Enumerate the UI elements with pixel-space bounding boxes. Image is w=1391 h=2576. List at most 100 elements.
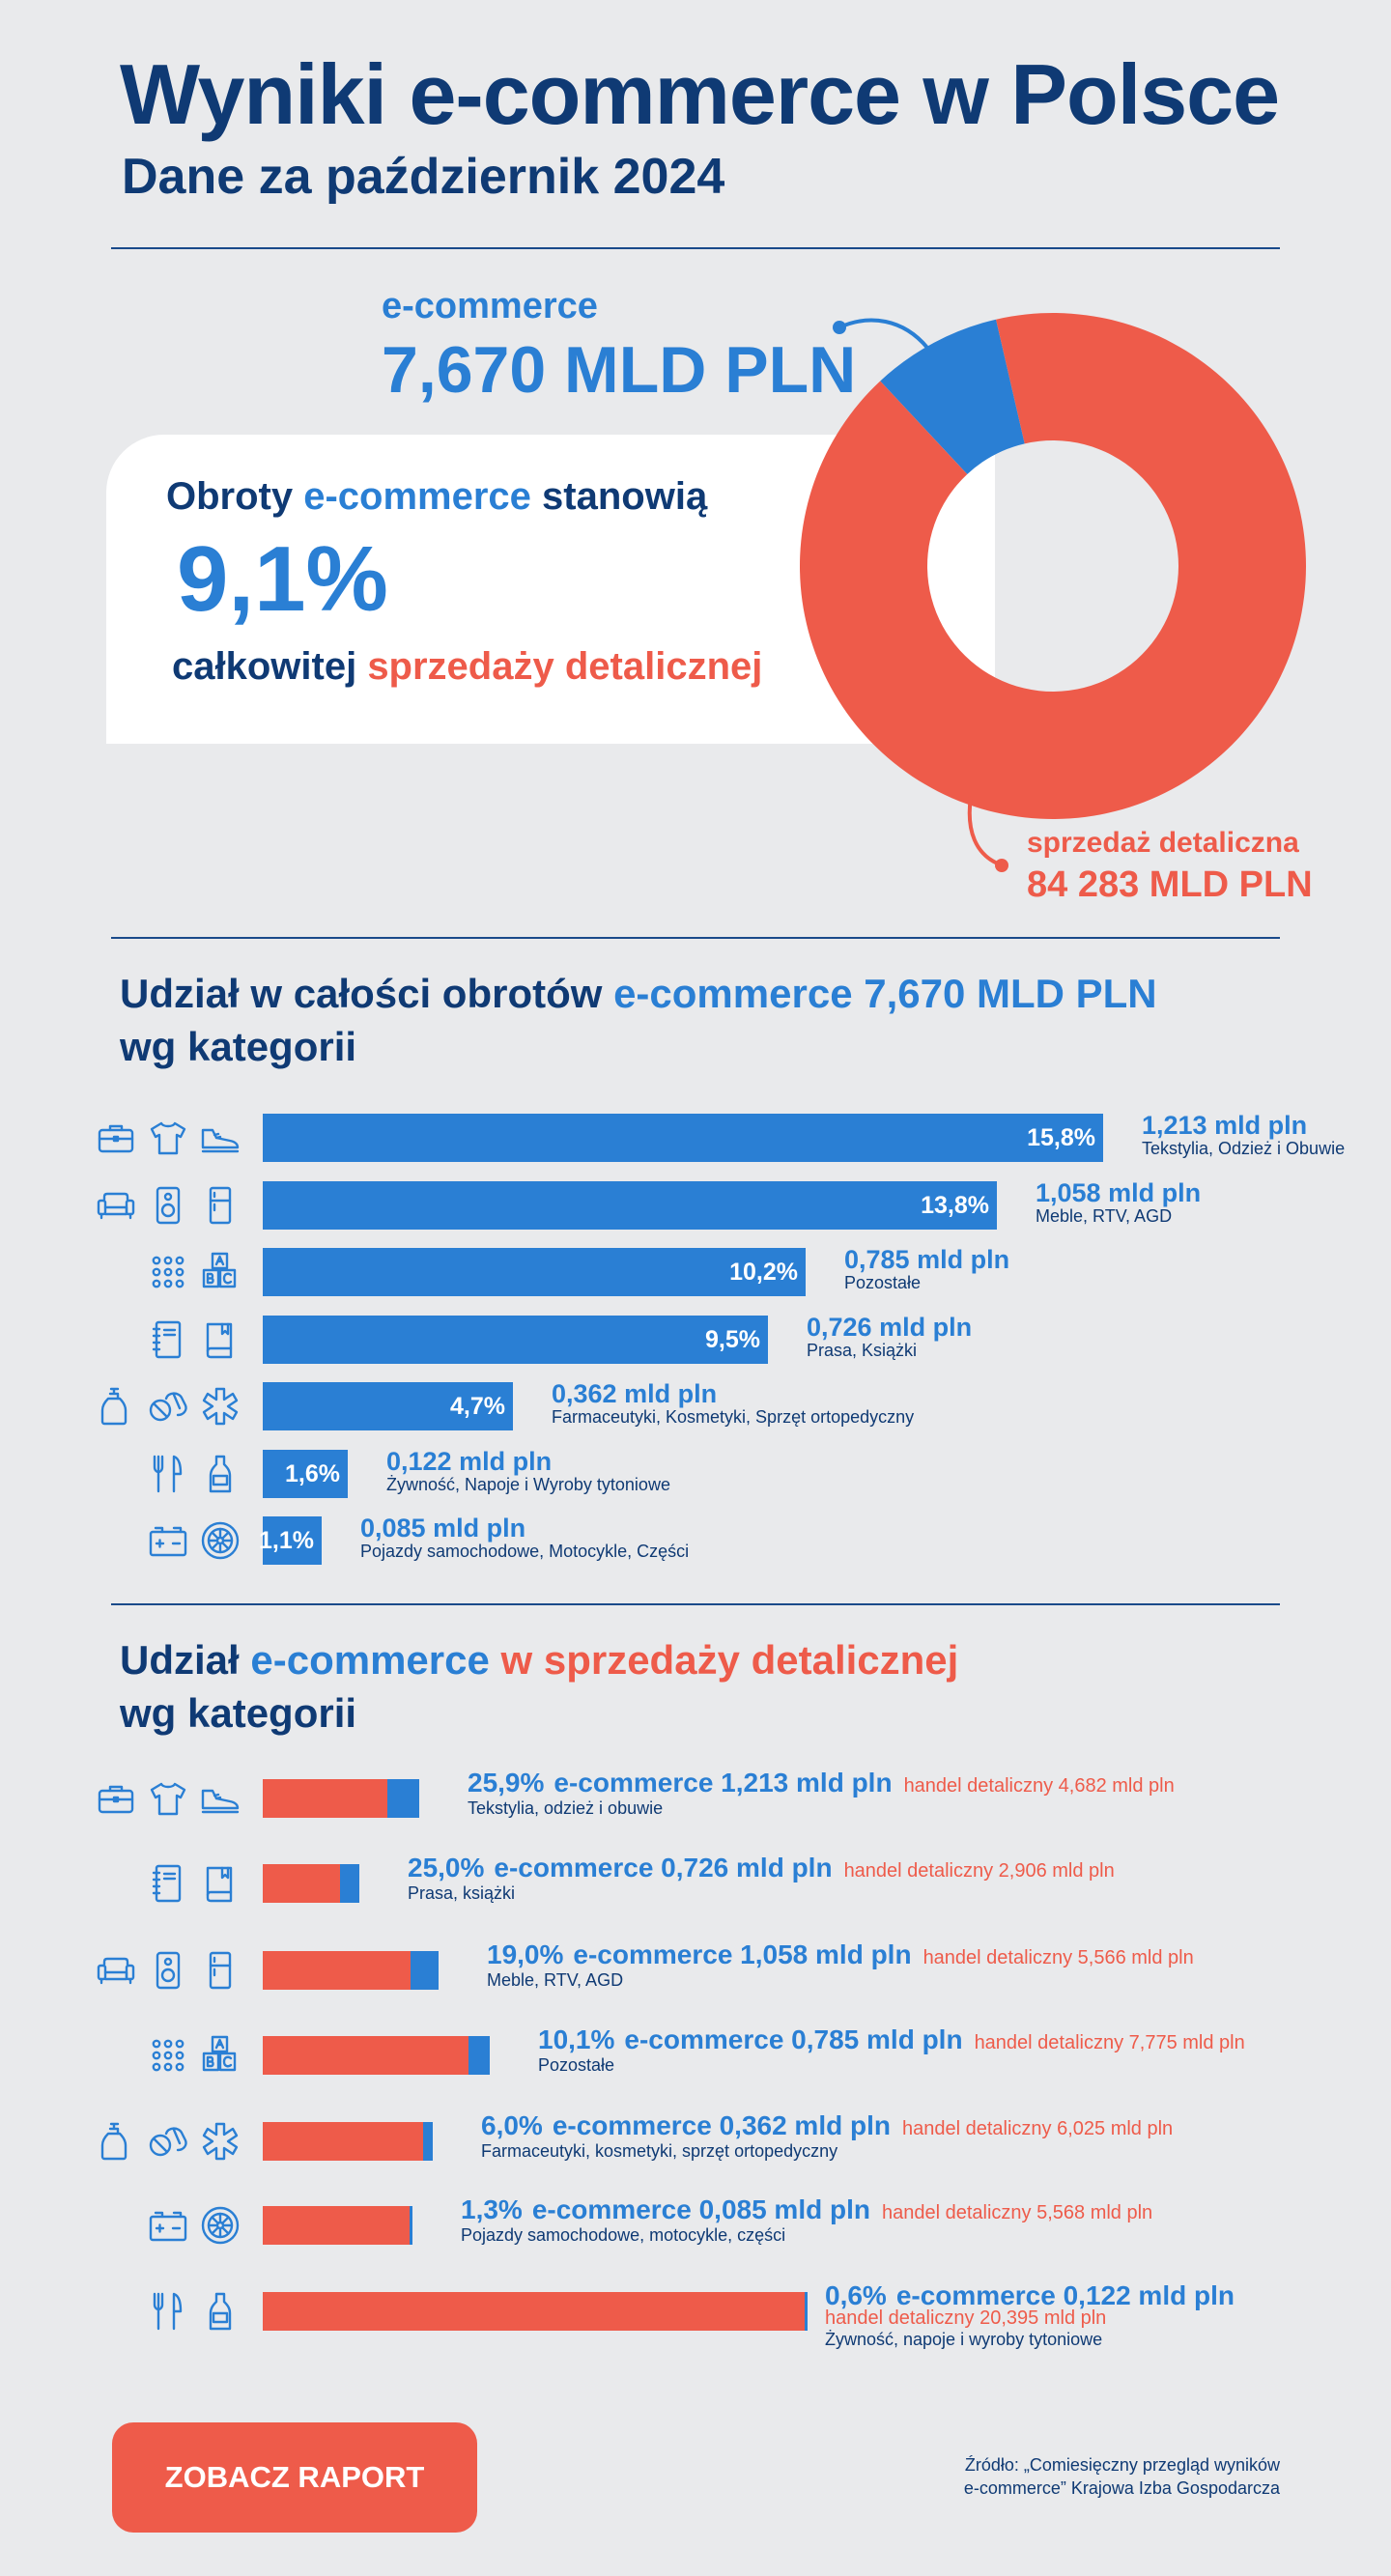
bar-value-label: 0,122 mld pln Żywność, Napoje i Wyroby ty… bbox=[386, 1446, 670, 1495]
stacked-bar bbox=[263, 2036, 490, 2075]
battery-icon bbox=[147, 2204, 189, 2247]
abc-blocks-icon bbox=[199, 2034, 241, 2077]
bar-amount: 0,785 mld pln bbox=[844, 1245, 1010, 1274]
retail-value: 84 283 MLD PLN bbox=[1027, 864, 1313, 905]
stacked-bar bbox=[263, 1779, 419, 1818]
section2-title-a: Udział bbox=[120, 1637, 251, 1683]
book-icon bbox=[199, 1318, 241, 1361]
bar-percent-label: 15,8% bbox=[1027, 1124, 1095, 1151]
share-text-d: całkowitej bbox=[172, 645, 368, 688]
book-icon bbox=[199, 1862, 241, 1905]
share-percent: 0,6% bbox=[825, 2280, 887, 2310]
share-percent: 10,1% bbox=[538, 2024, 615, 2054]
bar-amount: 0,726 mld pln bbox=[807, 1313, 973, 1342]
retail-amount: handel detaliczny 5,568 mld pln bbox=[881, 2202, 1153, 2223]
share-text-b: e-commerce bbox=[303, 475, 531, 518]
retail-segment bbox=[263, 1951, 411, 1990]
category-bar: 1,1% bbox=[259, 1516, 322, 1565]
donut-chart bbox=[799, 313, 1306, 820]
bar-percent-label: 10,2% bbox=[729, 1259, 798, 1286]
fridge-icon bbox=[199, 1949, 241, 1992]
ecommerce-amount: e-commerce 0,785 mld pln bbox=[624, 2024, 963, 2054]
share-percent: 19,0% bbox=[487, 1939, 564, 1969]
stacked-bar bbox=[263, 2292, 808, 2331]
retail-segment bbox=[263, 1779, 387, 1818]
pills-icon bbox=[147, 2120, 189, 2163]
category-bar: 15,8% bbox=[263, 1114, 1103, 1162]
share-category: Pojazdy samochodowe, motocykle, części bbox=[461, 2225, 786, 2245]
bar-percent-label: 13,8% bbox=[921, 1192, 989, 1219]
divider bbox=[111, 247, 1280, 249]
donut-slice-ecommerce bbox=[880, 319, 1025, 474]
share-text-line1: Obroty e-commerce stanowią bbox=[166, 475, 707, 519]
ecommerce-value: 7,670 MLD PLN bbox=[382, 333, 857, 407]
category-bar: 1,6% bbox=[263, 1450, 348, 1498]
share-category: Prasa, książki bbox=[408, 1883, 516, 1903]
view-report-button[interactable]: ZOBACZ RAPORT bbox=[112, 2422, 477, 2533]
share-category: Żywność, napoje i wyroby tytoniowe bbox=[825, 2330, 1103, 2349]
bar-value-label: 0,726 mld pln Prasa, Książki bbox=[807, 1312, 972, 1361]
stacked-bar bbox=[263, 2206, 412, 2245]
share-category: Pozostałe bbox=[538, 2055, 615, 2075]
ecommerce-segment bbox=[468, 2036, 490, 2075]
bar-amount: 0,362 mld pln bbox=[552, 1379, 718, 1408]
ecommerce-amount: e-commerce 0,085 mld pln bbox=[531, 2194, 870, 2224]
ecommerce-leader-line bbox=[833, 318, 929, 350]
sofa-icon bbox=[95, 1949, 137, 1992]
fork-knife-icon bbox=[147, 1453, 189, 1495]
retail-segment bbox=[263, 2036, 468, 2075]
ecommerce-amount: e-commerce 0,362 mld pln bbox=[552, 2110, 891, 2140]
retail-amount: handel detaliczny 6,025 mld pln bbox=[901, 2118, 1174, 2139]
section1-title-a: Udział w całości obrotów bbox=[120, 971, 614, 1016]
retail-segment bbox=[263, 2292, 805, 2331]
bar-value-label: 0,362 mld pln Farmaceutyki, Kosmetyki, Sp… bbox=[552, 1378, 914, 1428]
share-category: Meble, RTV, AGD bbox=[487, 1970, 624, 1990]
share-percent: 9,1% bbox=[177, 527, 388, 631]
source-line2: e-commerce” Krajowa Izba Gospodarcza bbox=[963, 2478, 1280, 2498]
share-row-label: 1,3% e-commerce 0,085 mld pln handel detal… bbox=[461, 2194, 1152, 2246]
retail-amount: handel detaliczny 4,682 mld pln bbox=[903, 1775, 1175, 1797]
source-note: Źródło: „Comiesięczny przegląd wyników e… bbox=[874, 2453, 1280, 2500]
share-percent: 1,3% bbox=[461, 2194, 523, 2224]
share-row-label: 10,1% e-commerce 0,785 mld pln handel deta… bbox=[538, 2024, 1245, 2076]
share-percent: 25,9% bbox=[468, 1768, 545, 1798]
notebook-icon bbox=[147, 1318, 189, 1361]
share-row-label: 19,0% e-commerce 1,058 mld pln handel deta… bbox=[487, 1939, 1194, 1991]
stacked-bar bbox=[263, 2122, 433, 2161]
share-category: Tekstylia, odzież i obuwie bbox=[468, 1798, 664, 1818]
fridge-icon bbox=[199, 1184, 241, 1227]
wheel-icon bbox=[199, 2204, 241, 2247]
bottle-icon bbox=[199, 2290, 241, 2333]
shoe-icon bbox=[199, 1117, 241, 1159]
sofa-icon bbox=[95, 1184, 137, 1227]
retail-label: sprzedaż detaliczna bbox=[1027, 827, 1299, 859]
ecommerce-segment bbox=[411, 1951, 439, 1990]
speaker-icon bbox=[147, 1949, 189, 1992]
ecommerce-segment bbox=[423, 2122, 433, 2161]
briefcase-icon bbox=[95, 1777, 137, 1820]
ecommerce-segment bbox=[387, 1779, 419, 1818]
retail-segment bbox=[263, 2206, 410, 2245]
pump-bottle-icon bbox=[95, 2120, 137, 2163]
ecommerce-segment bbox=[410, 2206, 412, 2245]
share-row-label: 25,0% e-commerce 0,726 mld pln handel deta… bbox=[408, 1853, 1115, 1904]
bar-amount: 0,122 mld pln bbox=[386, 1447, 553, 1476]
share-row-label: 0,6% e-commerce 0,122 mld pln handel detal… bbox=[825, 2280, 1235, 2350]
bar-category: Prasa, Książki bbox=[807, 1341, 918, 1360]
category-bar: 13,8% bbox=[263, 1181, 997, 1230]
retail-amount: handel detaliczny 7,775 mld pln bbox=[974, 2032, 1245, 2053]
bar-value-label: 1,213 mld pln Tekstylia, Odzież i Obuwie bbox=[1142, 1110, 1345, 1159]
retail-amount: handel detaliczny 5,566 mld pln bbox=[923, 1947, 1194, 1968]
bar-category: Farmaceutyki, Kosmetyki, Sprzęt ortopedy… bbox=[552, 1407, 915, 1427]
dots-grid-icon bbox=[147, 2034, 189, 2077]
bar-category: Tekstylia, Odzież i Obuwie bbox=[1142, 1139, 1346, 1158]
section2-title-d: wg kategorii bbox=[120, 1689, 357, 1736]
briefcase-icon bbox=[95, 1117, 137, 1159]
page-subtitle: Dane za październik 2024 bbox=[122, 149, 725, 205]
bar-percent-label: 1,1% bbox=[259, 1527, 314, 1554]
bar-category: Pozostałe bbox=[844, 1273, 922, 1292]
retail-amount: handel detaliczny 2,906 mld pln bbox=[843, 1860, 1115, 1882]
stacked-bar bbox=[263, 1951, 439, 1990]
share-text-e: sprzedaży detalicznej bbox=[367, 645, 763, 688]
share-category: Farmaceutyki, kosmetyki, sprzęt ortopedy… bbox=[481, 2141, 838, 2161]
